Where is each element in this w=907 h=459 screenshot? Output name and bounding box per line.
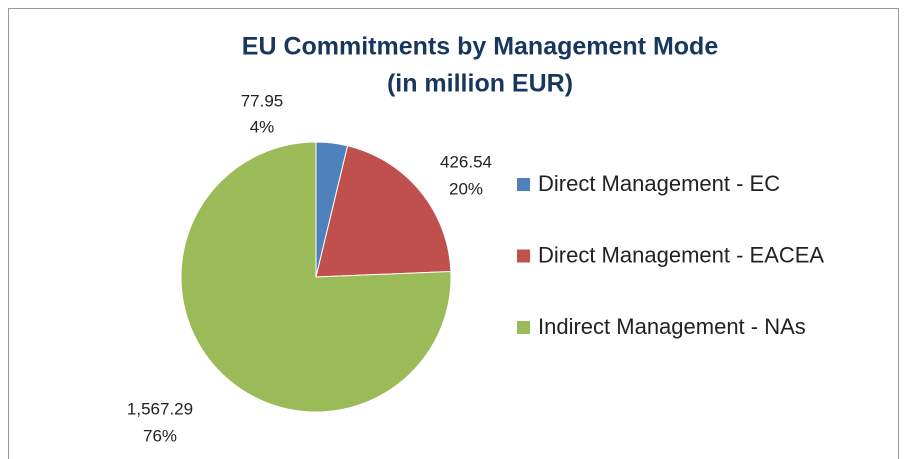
chart-subtitle: (in million EUR) bbox=[387, 70, 573, 98]
legend-label: Indirect Management - NAs bbox=[538, 314, 806, 339]
value-label: 426.54 bbox=[440, 152, 492, 171]
pie-slice bbox=[315, 145, 452, 278]
legend-label: Direct Management - EC bbox=[538, 171, 780, 196]
legend-label: Direct Management - EACEA bbox=[538, 242, 824, 267]
pie-slice bbox=[180, 141, 452, 413]
legend-swatch bbox=[517, 249, 530, 263]
chart-border bbox=[8, 8, 899, 459]
value-label: 1,567.29 bbox=[127, 399, 193, 418]
chart-title: EU Commitments by Management Mode bbox=[242, 33, 719, 61]
legend-swatch bbox=[517, 178, 530, 191]
percent-label: 20% bbox=[449, 179, 483, 198]
value-label: 77.95 bbox=[241, 91, 284, 110]
legend-swatch bbox=[517, 321, 530, 334]
percent-label: 4% bbox=[250, 117, 275, 136]
percent-label: 76% bbox=[143, 426, 177, 445]
